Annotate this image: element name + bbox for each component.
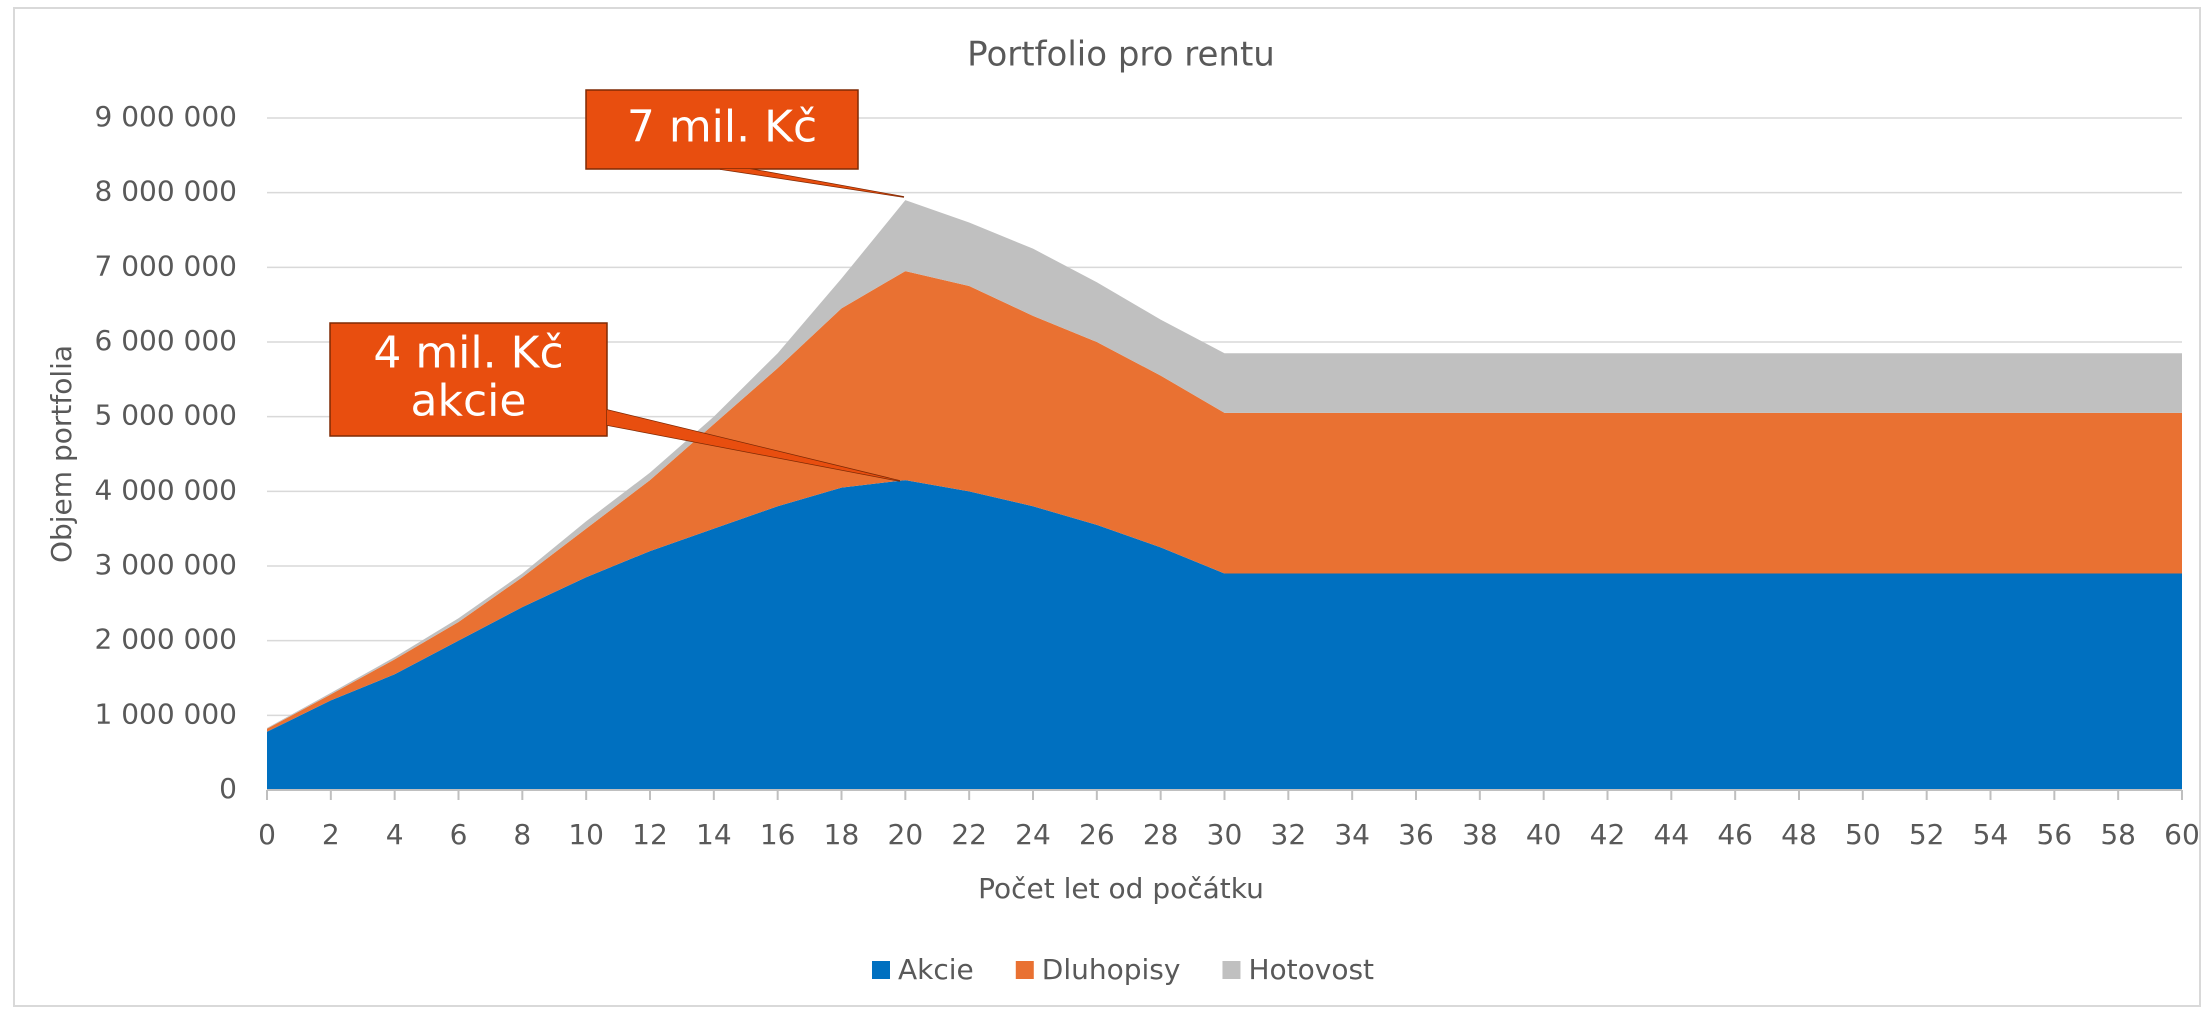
x-tick-label: 14 — [696, 818, 732, 851]
legend-swatch — [1015, 961, 1034, 979]
x-tick-label: 24 — [1015, 818, 1051, 851]
x-tick-label: 20 — [888, 818, 924, 851]
legend-label: Dluhopisy — [1042, 953, 1181, 986]
y-tick-label: 7 000 000 — [94, 249, 237, 282]
y-tick-label: 5 000 000 — [94, 399, 237, 432]
x-tick-label: 26 — [1079, 818, 1115, 851]
y-tick-label: 3 000 000 — [94, 548, 237, 581]
y-tick-label: 9 000 000 — [94, 100, 237, 133]
x-tick-label: 10 — [568, 818, 604, 851]
y-tick-label: 8 000 000 — [94, 175, 237, 208]
legend-swatch — [872, 961, 890, 979]
x-tick-label: 32 — [1271, 818, 1307, 851]
x-tick-label: 52 — [1909, 818, 1945, 851]
x-axis-label: Počet let od počátku — [978, 872, 1264, 905]
x-tick-label: 54 — [1973, 818, 2009, 851]
legend-swatch — [1222, 961, 1241, 979]
legend-label: Hotovost — [1248, 953, 1374, 986]
y-tick-label: 2 000 000 — [94, 623, 237, 656]
callout-text: 4 mil. Kč — [373, 328, 563, 379]
chart-title: Portfolio pro rentu — [967, 35, 1275, 75]
x-tick-label: 44 — [1654, 818, 1690, 851]
x-tick-label: 34 — [1334, 818, 1370, 851]
x-tick-label: 8 — [513, 818, 531, 851]
x-tick-label: 60 — [2164, 818, 2200, 851]
x-tick-label: 38 — [1462, 818, 1498, 851]
y-tick-label: 1 000 000 — [94, 697, 237, 730]
x-tick-label: 16 — [760, 818, 796, 851]
callout-text: 7 mil. Kč — [627, 102, 817, 153]
x-tick-label: 58 — [2100, 818, 2136, 851]
x-tick-label: 30 — [1207, 818, 1243, 851]
x-tick-label: 56 — [2037, 818, 2073, 851]
x-tick-label: 36 — [1398, 818, 1434, 851]
x-tick-label: 22 — [951, 818, 987, 851]
area — [267, 271, 2182, 732]
x-tick-label: 12 — [632, 818, 668, 851]
x-tick-label: 48 — [1781, 818, 1817, 851]
y-tick-label: 6 000 000 — [94, 324, 237, 357]
area — [267, 480, 2182, 790]
callout-join — [720, 169, 904, 197]
callout-join — [607, 410, 900, 481]
x-tick-label: 46 — [1717, 818, 1753, 851]
x-tick-label: 18 — [824, 818, 860, 851]
x-tick-label: 28 — [1143, 818, 1179, 851]
x-tick-label: 50 — [1845, 818, 1881, 851]
callout-box — [329, 322, 608, 437]
x-tick-label: 42 — [1590, 818, 1626, 851]
x-tick-label: 0 — [258, 818, 276, 851]
callout-box — [585, 89, 859, 170]
y-axis-label: Objem portfolia — [45, 345, 78, 563]
y-tick-label: 0 — [219, 772, 237, 805]
x-tick-label: 6 — [450, 818, 468, 851]
x-tick-label: 40 — [1526, 818, 1562, 851]
legend-label: Akcie — [898, 953, 974, 986]
callout-text: akcie — [411, 376, 527, 427]
y-tick-label: 4 000 000 — [94, 473, 237, 506]
legend: Akcie Dluhopisy Hotovost — [872, 953, 1374, 986]
x-tick-label: 4 — [386, 818, 404, 851]
x-tick-label: 2 — [322, 818, 340, 851]
